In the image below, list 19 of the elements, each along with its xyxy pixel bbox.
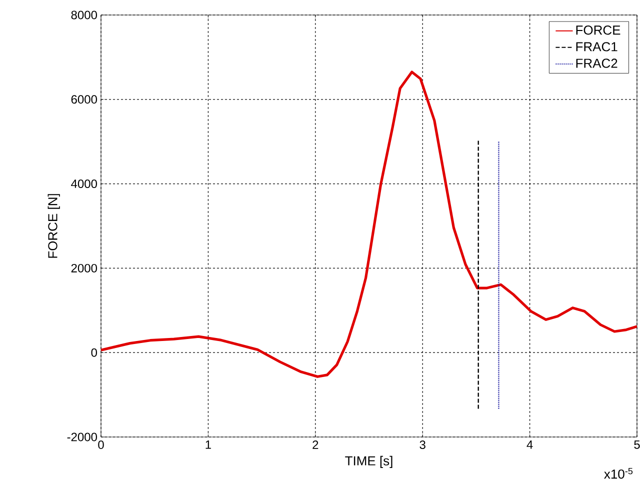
x-tick-label: 0 (98, 440, 104, 450)
y-tick-label: 4000 (71, 180, 98, 188)
x-tick-label: 5 (634, 440, 640, 449)
y-tick-label: -2000 (67, 432, 98, 442)
y-axis-title: FORCE [N] (48, 194, 60, 258)
text: x10$^{-5}$ (604, 468, 633, 479)
x-tick-label: 1 (206, 440, 211, 449)
y-tick-label: 2000 (71, 264, 98, 272)
y-tick-label: 6000 (71, 95, 98, 104)
legend-label: FRAC1 (576, 42, 618, 52)
x-tick-label: 2 (312, 440, 318, 449)
legend-label: FRAC2 (576, 58, 618, 68)
x-tick-label: 4 (526, 440, 533, 449)
line-series (101, 70, 637, 378)
y-tick-label: 8000 (71, 10, 98, 20)
x-tick-label: 3 (420, 440, 426, 450)
x-axis-title: TIME [s] (345, 456, 392, 468)
y-tick-label: 0 (91, 348, 98, 357)
legend-label: FORCE (576, 26, 620, 35)
